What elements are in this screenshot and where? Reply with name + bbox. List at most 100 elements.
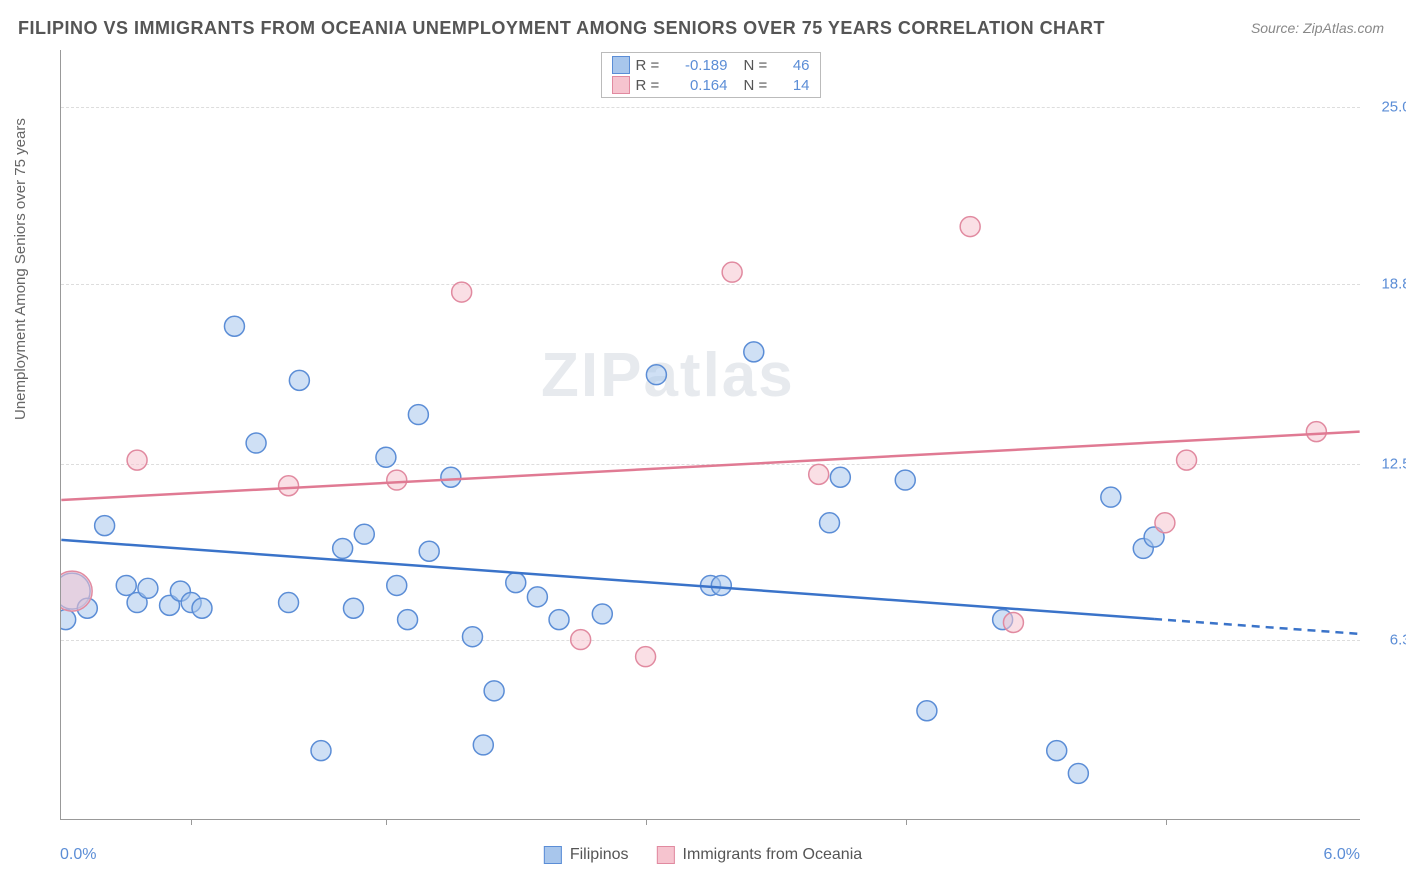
data-point	[711, 575, 731, 595]
legend-item: Filipinos	[544, 846, 629, 864]
x-tick	[906, 819, 907, 825]
x-axis-max-label: 6.0%	[1324, 846, 1360, 864]
data-point	[1101, 487, 1121, 507]
data-point	[170, 581, 190, 601]
legend-swatch	[657, 846, 675, 864]
plot-area: ZIPatlas 25.0%18.8%12.5%6.3% R =-0.189N …	[60, 50, 1360, 820]
y-tick-label: 12.5%	[1381, 455, 1406, 472]
data-point	[527, 587, 547, 607]
stats-legend: R = -0.189 N = 46 R = 0.164 N = 14	[601, 52, 821, 98]
x-axis-min-label: 0.0%	[60, 846, 96, 864]
legend-swatch	[612, 76, 630, 94]
data-point	[484, 681, 504, 701]
y-tick-label: 25.0%	[1381, 99, 1406, 116]
data-point	[1144, 527, 1164, 547]
data-point	[160, 595, 180, 615]
data-point	[1068, 763, 1088, 783]
legend-swatch	[612, 56, 630, 74]
data-point	[343, 598, 363, 618]
x-tick	[1166, 819, 1167, 825]
data-point	[116, 575, 136, 595]
data-point	[1177, 450, 1197, 470]
data-point	[473, 735, 493, 755]
data-point	[993, 610, 1013, 630]
series-legend: Filipinos Immigrants from Oceania	[544, 846, 862, 864]
data-point	[61, 573, 90, 609]
data-point	[127, 593, 147, 613]
data-point	[311, 741, 331, 761]
gridline	[61, 464, 1360, 465]
data-point	[1133, 538, 1153, 558]
y-axis-label: Unemployment Among Seniors over 75 years	[12, 118, 29, 420]
data-point	[181, 593, 201, 613]
data-point	[224, 316, 244, 336]
y-tick-label: 18.8%	[1381, 275, 1406, 292]
data-point	[354, 524, 374, 544]
trend-line	[61, 432, 1359, 500]
source-attribution: Source: ZipAtlas.com	[1251, 20, 1384, 36]
stats-legend-row: R = 0.164 N = 14	[602, 75, 820, 95]
chart-title: FILIPINO VS IMMIGRANTS FROM OCEANIA UNEM…	[18, 18, 1105, 39]
legend-swatch	[544, 846, 562, 864]
data-point	[192, 598, 212, 618]
stat-value-n: 46	[780, 57, 810, 74]
data-point	[127, 450, 147, 470]
scatter-svg	[61, 50, 1360, 819]
data-point	[61, 571, 92, 611]
data-point	[387, 470, 407, 490]
stat-value-n: 14	[780, 77, 810, 94]
stat-label-r: R =	[636, 57, 666, 74]
data-point	[441, 467, 461, 487]
data-point	[462, 627, 482, 647]
x-tick	[646, 819, 647, 825]
data-point	[419, 541, 439, 561]
gridline	[61, 640, 1360, 641]
data-point	[246, 433, 266, 453]
data-point	[506, 573, 526, 593]
data-point	[809, 464, 829, 484]
data-point	[830, 467, 850, 487]
legend-item: Immigrants from Oceania	[657, 846, 863, 864]
data-point	[289, 370, 309, 390]
data-point	[1003, 612, 1023, 632]
x-tick	[386, 819, 387, 825]
data-point	[636, 647, 656, 667]
data-point	[398, 610, 418, 630]
watermark: ZIPatlas	[541, 340, 795, 411]
data-point	[333, 538, 353, 558]
data-point	[701, 575, 721, 595]
correlation-chart: FILIPINO VS IMMIGRANTS FROM OCEANIA UNEM…	[0, 0, 1406, 892]
data-point	[895, 470, 915, 490]
data-point	[279, 476, 299, 496]
stats-legend-row: R = -0.189 N = 46	[602, 55, 820, 75]
data-point	[138, 578, 158, 598]
data-point	[279, 593, 299, 613]
stat-label-r: R =	[636, 77, 666, 94]
data-point	[960, 217, 980, 237]
trend-line	[61, 540, 1154, 619]
trend-line-extrapolated	[1154, 619, 1360, 634]
legend-label: Filipinos	[570, 846, 629, 864]
data-point	[744, 342, 764, 362]
stat-value-r: 0.164	[672, 77, 728, 94]
data-point	[1047, 741, 1067, 761]
data-point	[820, 513, 840, 533]
stat-value-r: -0.189	[672, 57, 728, 74]
data-point	[549, 610, 569, 630]
data-point	[1155, 513, 1175, 533]
data-point	[61, 610, 76, 630]
data-point	[77, 598, 97, 618]
y-tick-label: 6.3%	[1390, 632, 1406, 649]
data-point	[1306, 422, 1326, 442]
data-point	[408, 405, 428, 425]
legend-label: Immigrants from Oceania	[683, 846, 863, 864]
data-point	[646, 365, 666, 385]
data-point	[722, 262, 742, 282]
data-point	[387, 575, 407, 595]
stat-label-n: N =	[744, 57, 774, 74]
data-point	[95, 516, 115, 536]
stat-label-n: N =	[744, 77, 774, 94]
data-point	[592, 604, 612, 624]
gridline	[61, 284, 1360, 285]
data-point	[917, 701, 937, 721]
